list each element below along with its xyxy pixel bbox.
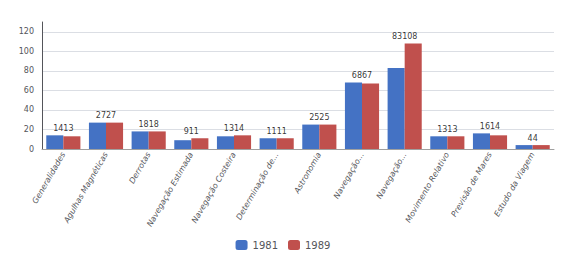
svg-text:1413: 1413 bbox=[53, 124, 73, 133]
svg-text:1614: 1614 bbox=[480, 122, 500, 131]
svg-text:60: 60 bbox=[24, 86, 34, 95]
svg-text:1818: 1818 bbox=[138, 120, 158, 129]
svg-text:Navegação...: Navegação... bbox=[375, 151, 409, 201]
svg-text:1313: 1313 bbox=[437, 125, 457, 134]
svg-text:1989: 1989 bbox=[305, 240, 330, 251]
svg-text:Navegação...: Navegação... bbox=[332, 151, 366, 201]
svg-text:120: 120 bbox=[19, 27, 34, 36]
svg-text:1314: 1314 bbox=[224, 124, 244, 133]
svg-text:44: 44 bbox=[528, 134, 538, 143]
svg-text:40: 40 bbox=[24, 105, 34, 114]
svg-text:Agulhas Magnéticas: Agulhas Magnéticas bbox=[62, 151, 110, 226]
svg-text:100: 100 bbox=[19, 47, 34, 56]
svg-text:2727: 2727 bbox=[96, 111, 116, 120]
svg-text:911: 911 bbox=[184, 127, 199, 136]
svg-text:1981: 1981 bbox=[253, 240, 278, 251]
svg-text:2525: 2525 bbox=[309, 113, 329, 122]
svg-text:0: 0 bbox=[29, 145, 34, 154]
svg-text:Derrotas: Derrotas bbox=[127, 151, 152, 186]
svg-text:Determinação de...: Determinação de... bbox=[234, 151, 280, 222]
svg-text:6867: 6867 bbox=[352, 71, 372, 80]
svg-text:Previsão de Mares: Previsão de Mares bbox=[450, 151, 494, 219]
svg-text:Astronomia: Astronomia bbox=[292, 151, 323, 196]
svg-text:80: 80 bbox=[24, 66, 34, 75]
svg-text:Generalidades: Generalidades bbox=[31, 151, 68, 206]
svg-text:Navegação Costeira: Navegação Costeira bbox=[190, 151, 238, 225]
svg-text:1111: 1111 bbox=[266, 127, 286, 136]
svg-text:20: 20 bbox=[24, 125, 34, 134]
svg-text:Estudo da Viagem: Estudo da Viagem bbox=[492, 151, 536, 219]
svg-text:Movimento Relativo: Movimento Relativo bbox=[404, 151, 452, 224]
svg-text:83108: 83108 bbox=[392, 32, 417, 41]
svg-text:Navegação Estimada: Navegação Estimada bbox=[145, 151, 195, 229]
